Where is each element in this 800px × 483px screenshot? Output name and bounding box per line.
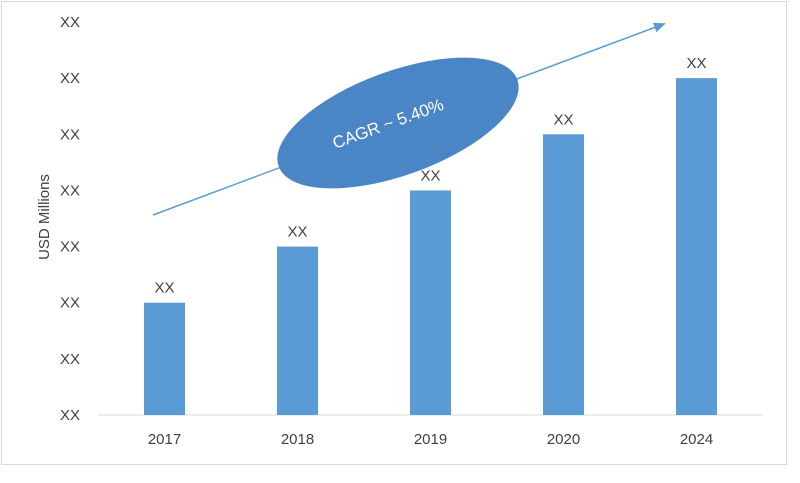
- y-tick-label: XX: [60, 14, 80, 31]
- y-tick-label: XX: [60, 126, 80, 143]
- bar-data-label: XX: [287, 224, 307, 241]
- y-tick-label: XX: [60, 295, 80, 312]
- bar: [543, 134, 584, 416]
- x-axis-ticks: 2017 2018 2019 2020 2024: [148, 431, 713, 448]
- data-labels-group: XX XX XX XX XX: [154, 55, 706, 297]
- bar: [277, 246, 318, 415]
- bar: [410, 190, 451, 415]
- x-tick-label: 2020: [547, 431, 580, 448]
- y-tick-label: XX: [60, 239, 80, 256]
- cagr-ellipse: [277, 57, 519, 189]
- bars-group: [144, 78, 717, 416]
- bar: [144, 302, 185, 415]
- y-axis-label: USD Millions: [36, 174, 53, 260]
- y-tick-label: XX: [60, 70, 80, 87]
- bar-data-label: XX: [420, 167, 440, 184]
- x-tick-label: 2017: [148, 431, 181, 448]
- cagr-annotation: CAGR ~ 5.40%: [277, 57, 519, 189]
- y-tick-label: XX: [60, 351, 80, 368]
- bar-data-label: XX: [686, 55, 706, 72]
- y-tick-label: XX: [60, 182, 80, 199]
- x-tick-label: 2019: [414, 431, 447, 448]
- x-tick-label: 2018: [281, 431, 314, 448]
- y-tick-label: XX: [60, 407, 80, 424]
- bar: [676, 78, 717, 416]
- x-tick-label: 2024: [680, 431, 713, 448]
- y-axis-ticks: XX XX XX XX XX XX XX XX: [60, 14, 80, 424]
- bar-data-label: XX: [553, 111, 573, 128]
- bar-data-label: XX: [154, 280, 174, 297]
